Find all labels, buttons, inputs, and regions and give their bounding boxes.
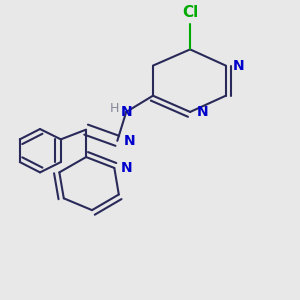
Text: N: N: [120, 105, 132, 119]
Text: H: H: [110, 103, 119, 116]
Text: Cl: Cl: [182, 5, 198, 20]
Text: N: N: [121, 161, 133, 175]
Text: N: N: [124, 134, 136, 148]
Text: N: N: [232, 58, 244, 73]
Text: N: N: [197, 105, 208, 119]
